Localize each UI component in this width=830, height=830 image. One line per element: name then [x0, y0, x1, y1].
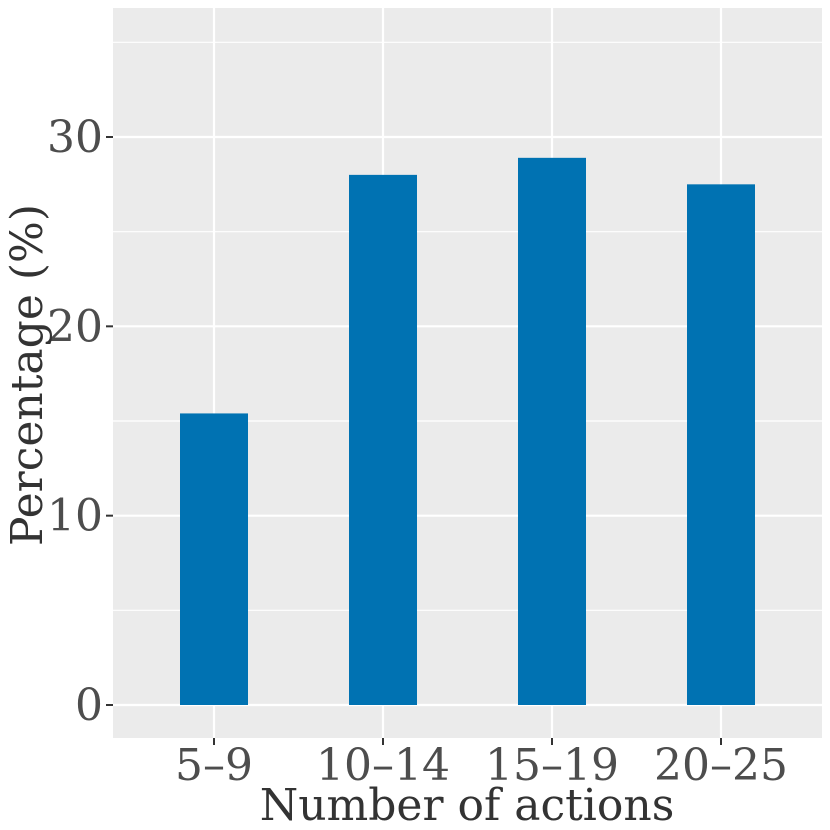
bar: [518, 157, 586, 705]
x-tick-label: 20–25: [654, 740, 788, 791]
y-tick-label: 0: [75, 680, 103, 731]
bar: [180, 413, 248, 705]
y-axis-title: Percentage (%): [2, 204, 53, 546]
bar: [687, 184, 755, 706]
x-tick-labels: 5–9 10–14 15–19 20–25: [175, 740, 788, 791]
x-axis-title: Number of actions: [260, 780, 675, 830]
axis-ticks: [106, 136, 722, 745]
bars: [180, 157, 755, 706]
y-tick-label: 20: [47, 301, 103, 352]
y-tick-labels: 0 10 20 30: [47, 112, 103, 731]
x-tick-label: 5–9: [175, 740, 253, 791]
bar: [349, 174, 417, 705]
x-tick-label: 15–19: [485, 740, 619, 791]
x-tick-label: 10–14: [316, 740, 450, 791]
y-tick-label: 30: [47, 112, 103, 163]
y-tick-label: 10: [47, 491, 103, 542]
